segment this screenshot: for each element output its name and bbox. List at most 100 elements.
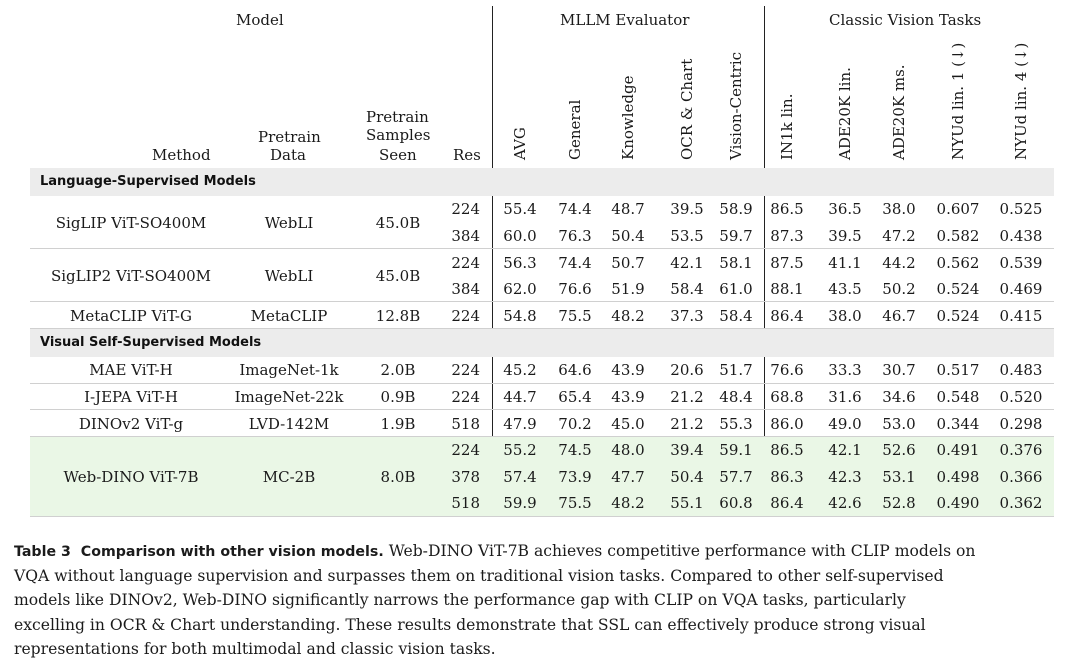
row-separator [30,301,1054,303]
res-value: 518 [451,414,480,433]
metric-value: 65.4 [558,387,592,406]
res-value: 224 [451,361,480,380]
col-header-pretrain-data-l1: Pretrain [258,128,321,146]
samples-seen: 45.0B [375,213,421,232]
pretrain-data: WebLI [264,213,314,232]
metric-value: 31.6 [828,387,862,406]
metric-value: 55.2 [503,441,537,460]
highlight-band [30,436,1054,517]
caption-line-4: excelling in OCR & Chart understanding. … [14,615,926,634]
metric-value: 86.0 [770,414,804,433]
metric-value: 44.7 [503,387,537,406]
row-separator [30,515,1054,517]
metric-value: 59.9 [503,494,537,513]
section-band-2 [30,329,1054,357]
table-caption: Table 3 Comparison with other vision mod… [14,539,1074,661]
metric-value: 42.1 [828,441,862,460]
section-title-2: Visual Self-Supervised Models [40,335,262,350]
metric-value: 47.7 [611,467,645,486]
pretrain-data: WebLI [264,266,314,285]
metric-value: 53.5 [670,226,704,245]
group-header-mllm: MLLM Evaluator [560,11,690,29]
samples-seen: 1.9B [380,414,416,433]
metric-value: 51.7 [719,361,753,380]
col-header-samples-l3: Seen [379,146,417,164]
metric-value: 38.0 [828,306,862,325]
group-header-model: Model [236,11,284,29]
section-title-1: Language-Supervised Models [40,174,256,189]
metric-value: 51.9 [611,280,645,299]
metric-value: 42.6 [828,494,862,513]
metric-value: 87.3 [770,226,804,245]
res-value: 224 [451,441,480,460]
metric-header-4: OCR & Chart [678,58,696,160]
samples-seen: 2.0B [380,361,416,380]
res-value: 224 [451,200,480,219]
metric-value: 21.2 [670,387,704,406]
metric-value: 0.490 [936,494,980,513]
metric-value: 42.1 [670,253,704,272]
metric-value: 59.7 [719,226,753,245]
metric-value: 55.4 [503,200,537,219]
metric-value: 43.5 [828,280,862,299]
row-separator [30,382,1054,384]
metric-value: 0.582 [936,226,980,245]
caption-line-3: models like DINOv2, Web-DINO significant… [14,591,906,610]
samples-seen: 8.0B [380,467,416,486]
method-name: MAE ViT-H [89,361,173,380]
metric-value: 62.0 [503,280,537,299]
metric-value: 86.4 [770,494,804,513]
metric-value: 37.3 [670,306,704,325]
col-header-pretrain-data-l2: Data [270,146,306,164]
metric-value: 76.6 [558,280,592,299]
metric-value: 58.4 [719,306,753,325]
metric-value: 0.524 [936,280,980,299]
method-name: MetaCLIP ViT-G [70,306,192,325]
metric-value: 75.5 [558,494,592,513]
metric-value: 48.2 [611,306,645,325]
metric-value: 56.3 [503,253,537,272]
metric-value: 86.3 [770,467,804,486]
metric-value: 0.483 [999,361,1043,380]
metric-value: 50.4 [670,467,704,486]
metric-value: 48.2 [611,494,645,513]
metric-value: 74.4 [558,253,592,272]
metric-value: 50.2 [882,280,916,299]
samples-seen: 12.8B [375,306,421,325]
method-name: SigLIP ViT-SO400M [55,213,207,232]
metric-header-7: ADE20K lin. [836,67,854,160]
pretrain-data: MetaCLIP [250,306,328,325]
vertical-rule-2 [764,6,765,517]
metric-value: 30.7 [882,361,916,380]
metric-header-1: AVG [511,127,529,160]
caption-line-1: Table 3 Comparison with other vision mod… [14,539,1074,564]
metric-value: 41.1 [828,253,862,272]
metric-value: 0.438 [999,226,1043,245]
metric-value: 47.2 [882,226,916,245]
metric-value: 58.1 [719,253,753,272]
metric-header-5: Vision-Centric [727,51,745,160]
metric-header-3: Knowledge [619,75,637,161]
metric-value: 57.7 [719,467,753,486]
metric-value: 0.366 [999,467,1043,486]
caption-text-1: Web-DINO ViT-7B achieves competitive per… [388,542,976,560]
metric-value: 54.8 [503,306,537,325]
res-value: 384 [451,226,480,245]
method-name: I-JEPA ViT-H [84,387,178,406]
metric-value: 60.8 [719,494,753,513]
metric-header-9: NYUd lin. 1 (↓) [949,42,967,160]
metric-value: 0.607 [936,200,980,219]
metric-value: 75.5 [558,306,592,325]
metric-value: 0.562 [936,253,980,272]
metric-value: 57.4 [503,467,537,486]
pretrain-data: LVD-142M [248,414,330,433]
col-header-res: Res [453,146,481,164]
metric-value: 73.9 [558,467,592,486]
metric-value: 59.1 [719,441,753,460]
pretrain-data: MC-2B [262,467,316,486]
metric-value: 58.4 [670,280,704,299]
metric-value: 0.344 [936,414,980,433]
row-separator [30,409,1054,411]
metric-value: 39.5 [670,200,704,219]
metric-value: 50.7 [611,253,645,272]
